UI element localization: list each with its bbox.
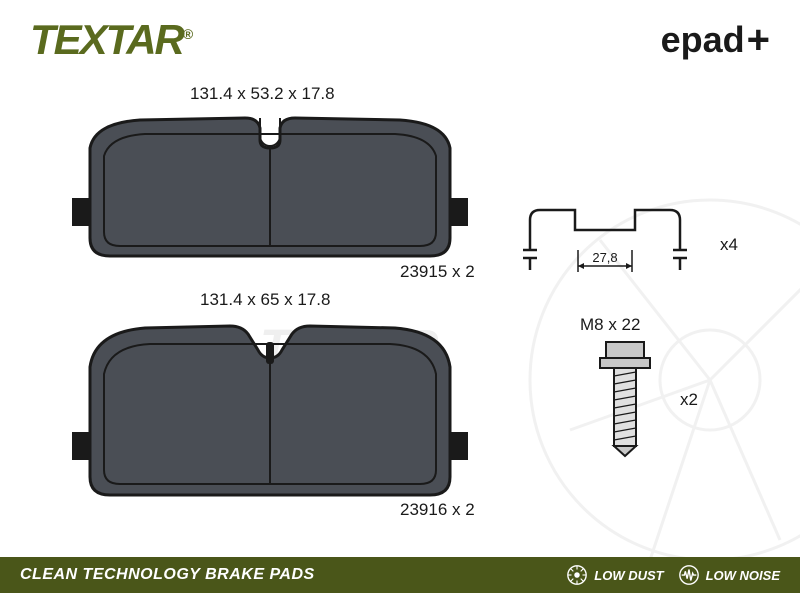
brand-text: TEXTAR xyxy=(30,16,183,63)
pad1-drawing xyxy=(70,108,470,268)
pad1-part-number: 23915 x 2 xyxy=(400,262,475,282)
clip-drawing: 27,8 xyxy=(520,200,700,290)
diagram-area: TEXTAR 131.4 x 53.2 x 17.8 23915 x 2 131… xyxy=(0,80,800,540)
low-dust-icon xyxy=(566,564,588,586)
sub-brand-logo: epad+ xyxy=(661,18,770,63)
sub-brand-plus: + xyxy=(747,18,770,63)
pad2-part-number: 23916 x 2 xyxy=(400,500,475,520)
low-dust-label: LOW DUST xyxy=(594,568,663,583)
low-noise-label: LOW NOISE xyxy=(706,568,780,583)
low-noise-tag: LOW NOISE xyxy=(678,564,780,586)
pad2-dimensions: 131.4 x 65 x 17.8 xyxy=(200,290,330,310)
pad1-dimensions: 131.4 x 53.2 x 17.8 xyxy=(190,84,335,104)
pad2-drawing xyxy=(70,312,470,507)
bolt-qty: x2 xyxy=(680,390,698,410)
clip-qty: x4 xyxy=(720,235,738,255)
low-dust-tag: LOW DUST xyxy=(566,564,663,586)
sub-brand-text: epad xyxy=(661,19,745,61)
footer-bar: CLEAN TECHNOLOGY BRAKE PADS LOW DUST LOW… xyxy=(0,557,800,593)
registered-mark: ® xyxy=(183,26,191,42)
bolt-spec: M8 x 22 xyxy=(580,315,640,335)
header: TEXTAR® epad+ xyxy=(0,0,800,80)
low-noise-icon xyxy=(678,564,700,586)
clip-dimension: 27,8 xyxy=(592,250,617,265)
footer-title: CLEAN TECHNOLOGY BRAKE PADS xyxy=(20,566,552,584)
bolt-drawing xyxy=(590,338,660,468)
brand-logo: TEXTAR® xyxy=(30,16,191,64)
